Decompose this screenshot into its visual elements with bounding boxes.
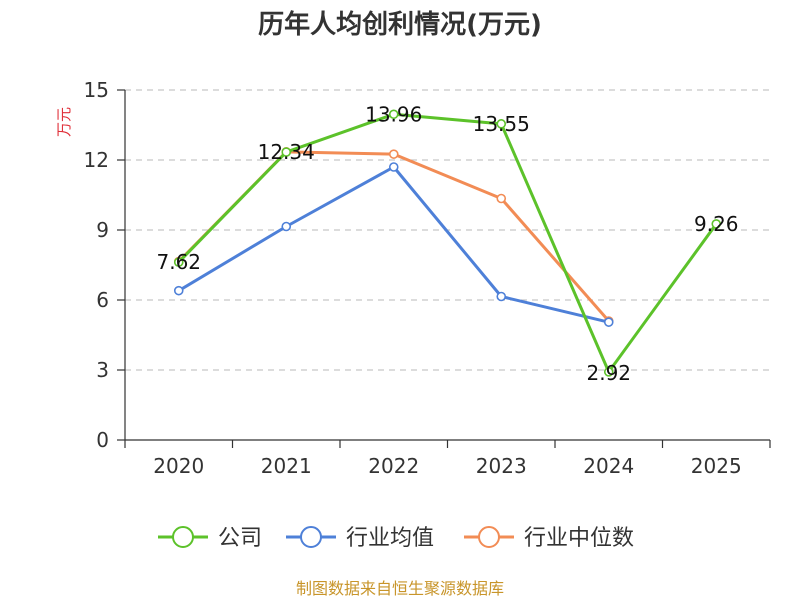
legend-marker-0: [172, 526, 194, 548]
x-tick-label-2021: 2021: [261, 454, 312, 478]
legend[interactable]: 公司 行业均值 行业中位数: [158, 526, 634, 551]
y-tick-label-3: 3: [96, 358, 109, 382]
series-2-point-2022: [388, 149, 399, 159]
series-1-point-2021: [281, 221, 292, 232]
data-labels: 7.62 12.34 13.96 13.55 2.92 9.26: [156, 102, 738, 385]
series-line-1: [177, 165, 610, 324]
x-tick-label-2020: 2020: [153, 454, 204, 478]
source-note: 制图数据来自恒生聚源数据库: [296, 579, 504, 598]
legend-label-1: 行业均值: [346, 526, 434, 551]
series-line-0: [177, 112, 718, 374]
y-tick-label-12: 12: [84, 148, 109, 172]
y-axis-label: 万元: [55, 107, 73, 137]
x-tick-label-2023: 2023: [476, 454, 527, 478]
data-label-2024: 2.92: [586, 361, 631, 385]
legend-item-1[interactable]: 行业均值: [286, 526, 434, 551]
series-0-point-2025: [711, 219, 722, 229]
y-tick-label-0: 0: [96, 428, 109, 452]
legend-item-0[interactable]: 公司: [158, 526, 262, 551]
x-tick-labels: 2020 2021 2022 2023 2024 2025: [153, 454, 741, 478]
series-1-point-2022: [388, 162, 399, 172]
data-label-2020: 7.62: [156, 250, 201, 274]
legend-label-2: 行业中位数: [524, 526, 634, 551]
legend-item-2[interactable]: 行业中位数: [464, 526, 634, 551]
series-line-2: [177, 150, 610, 322]
series-0-point-2023: [496, 119, 507, 129]
series-group: [173, 109, 722, 377]
x-tick-label-2022: 2022: [368, 454, 419, 478]
y-tick-label-9: 9: [96, 218, 109, 242]
series-2-point-2023: [496, 193, 507, 204]
series-0-point-2024: [603, 367, 614, 377]
legend-label-0: 公司: [218, 526, 262, 551]
series-1-point-2024: [603, 317, 614, 327]
series-1-point-2020: [173, 285, 184, 296]
x-tick-label-2025: 2025: [691, 454, 742, 478]
y-tick-label-15: 15: [84, 78, 109, 102]
data-label-2025: 9.26: [694, 212, 739, 236]
y-tick-labels: 0 3 6 9 12 15: [84, 78, 109, 452]
x-tick-label-2024: 2024: [583, 454, 634, 478]
series-0-point-2022: [388, 109, 399, 120]
series-0-point-2020: [173, 257, 184, 268]
data-label-2023: 13.55: [473, 112, 530, 136]
legend-marker-2: [478, 526, 500, 548]
axes: [117, 89, 771, 448]
series-0-point-2021: [281, 147, 292, 157]
y-tick-label-6: 6: [96, 288, 109, 312]
data-label-2021: 12.34: [258, 140, 315, 164]
chart-title: 历年人均创利情况(万元): [258, 9, 542, 40]
series-1-point-2023: [496, 291, 507, 302]
legend-marker-1: [300, 526, 322, 548]
data-label-2022: 13.96: [365, 102, 422, 126]
